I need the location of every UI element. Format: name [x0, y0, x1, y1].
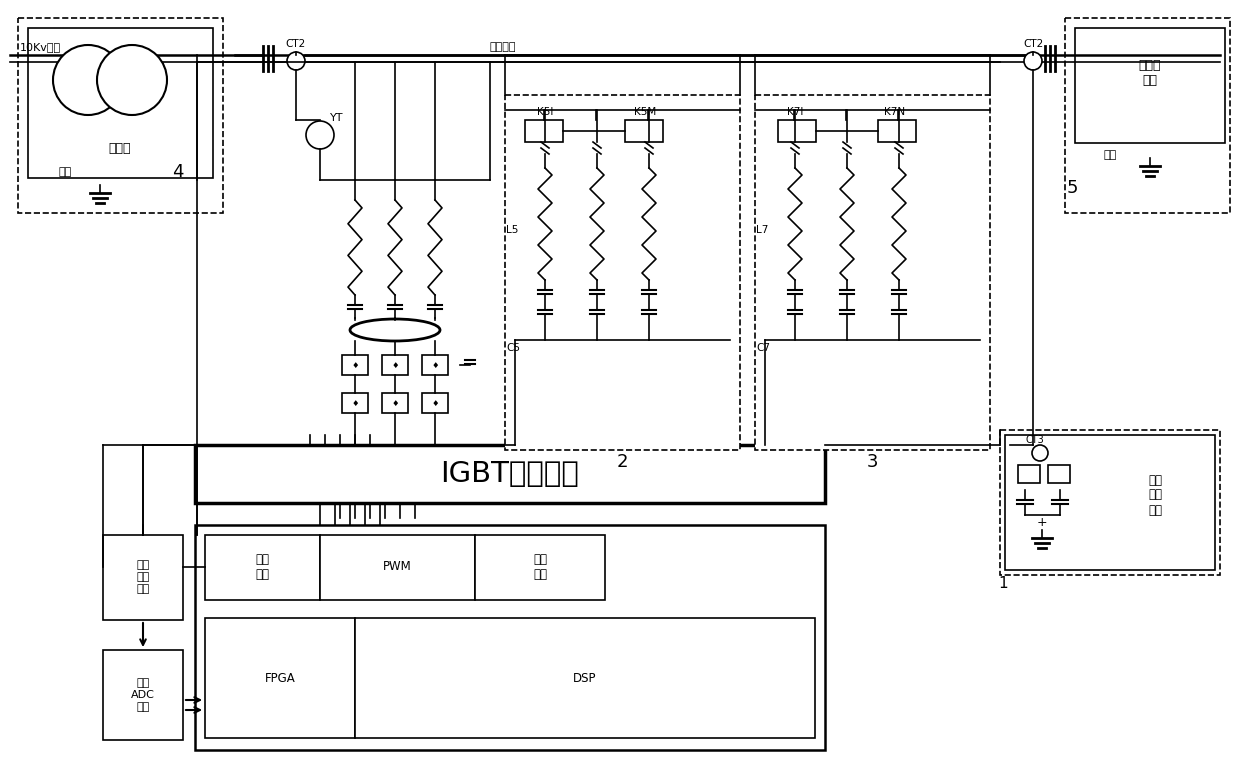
Text: CT3: CT3 — [1025, 435, 1044, 445]
Bar — [1018, 465, 1040, 483]
Text: 直流
开关
电源: 直流 开关 电源 — [1148, 473, 1162, 517]
Text: CT2: CT2 — [286, 39, 306, 49]
Text: K5I: K5I — [537, 107, 553, 117]
Text: 信号
调理
电路: 信号 调理 电路 — [136, 561, 150, 594]
Text: C5: C5 — [506, 343, 520, 353]
Text: ♦: ♦ — [351, 361, 358, 369]
Bar — [422, 355, 448, 375]
Text: ♦: ♦ — [392, 361, 399, 369]
Bar — [755, 95, 990, 450]
Bar — [1065, 18, 1230, 213]
Text: 非线性
负载: 非线性 负载 — [1138, 59, 1161, 87]
Text: K7I: K7I — [787, 107, 804, 117]
Text: 5: 5 — [1066, 179, 1078, 197]
Text: C7: C7 — [756, 343, 770, 353]
Text: ♦: ♦ — [351, 399, 358, 408]
Bar — [29, 28, 213, 178]
Bar — [320, 535, 475, 600]
Circle shape — [286, 52, 305, 70]
Bar — [205, 618, 355, 738]
Circle shape — [1024, 52, 1042, 70]
Text: 外壳: 外壳 — [58, 167, 72, 177]
Text: 变压器: 变压器 — [109, 142, 131, 154]
Text: IGBT驱动电路: IGBT驱动电路 — [440, 460, 579, 488]
Text: 4: 4 — [172, 163, 184, 181]
Text: ♦: ♦ — [392, 399, 399, 408]
Bar — [505, 95, 740, 450]
Text: L5: L5 — [506, 225, 518, 235]
Bar — [19, 18, 223, 213]
Text: 锁相
模块: 锁相 模块 — [255, 553, 269, 581]
Bar — [525, 120, 563, 142]
Circle shape — [97, 45, 167, 115]
Bar — [878, 120, 916, 142]
Bar — [1075, 28, 1225, 143]
Circle shape — [53, 45, 123, 115]
Text: ♦: ♦ — [432, 399, 439, 408]
Text: 低压系统: 低压系统 — [490, 42, 517, 52]
Text: PWM: PWM — [383, 561, 412, 574]
Bar — [1048, 465, 1070, 483]
Text: K7N: K7N — [884, 107, 905, 117]
Bar — [1004, 435, 1215, 570]
Circle shape — [1032, 445, 1048, 461]
Bar — [205, 535, 320, 600]
Bar — [103, 535, 184, 620]
Text: DSP: DSP — [573, 672, 596, 685]
Text: 1: 1 — [998, 575, 1008, 591]
Text: 外置
ADC
模块: 外置 ADC 模块 — [131, 678, 155, 712]
Bar — [103, 650, 184, 740]
Circle shape — [306, 121, 334, 149]
Text: ♦: ♦ — [432, 361, 439, 369]
Text: 10Kv系统: 10Kv系统 — [20, 42, 61, 52]
Text: L7: L7 — [756, 225, 769, 235]
Text: 3: 3 — [867, 453, 878, 471]
Bar — [195, 445, 825, 503]
Text: YT: YT — [330, 113, 343, 123]
Bar — [382, 393, 408, 413]
Bar — [777, 120, 816, 142]
Bar — [382, 355, 408, 375]
Bar — [195, 525, 825, 750]
Text: CT2: CT2 — [1023, 39, 1043, 49]
Text: 2: 2 — [616, 453, 627, 471]
Text: FPGA: FPGA — [264, 672, 295, 685]
Text: K5M: K5M — [634, 107, 656, 117]
Text: 外壳: 外壳 — [1104, 150, 1117, 160]
Text: 无功
控制: 无功 控制 — [533, 553, 547, 581]
Bar — [342, 355, 368, 375]
Bar — [422, 393, 448, 413]
Text: +: + — [1037, 517, 1048, 530]
Bar — [999, 430, 1220, 575]
Bar — [475, 535, 605, 600]
Bar — [625, 120, 663, 142]
Bar — [355, 618, 815, 738]
Bar — [342, 393, 368, 413]
